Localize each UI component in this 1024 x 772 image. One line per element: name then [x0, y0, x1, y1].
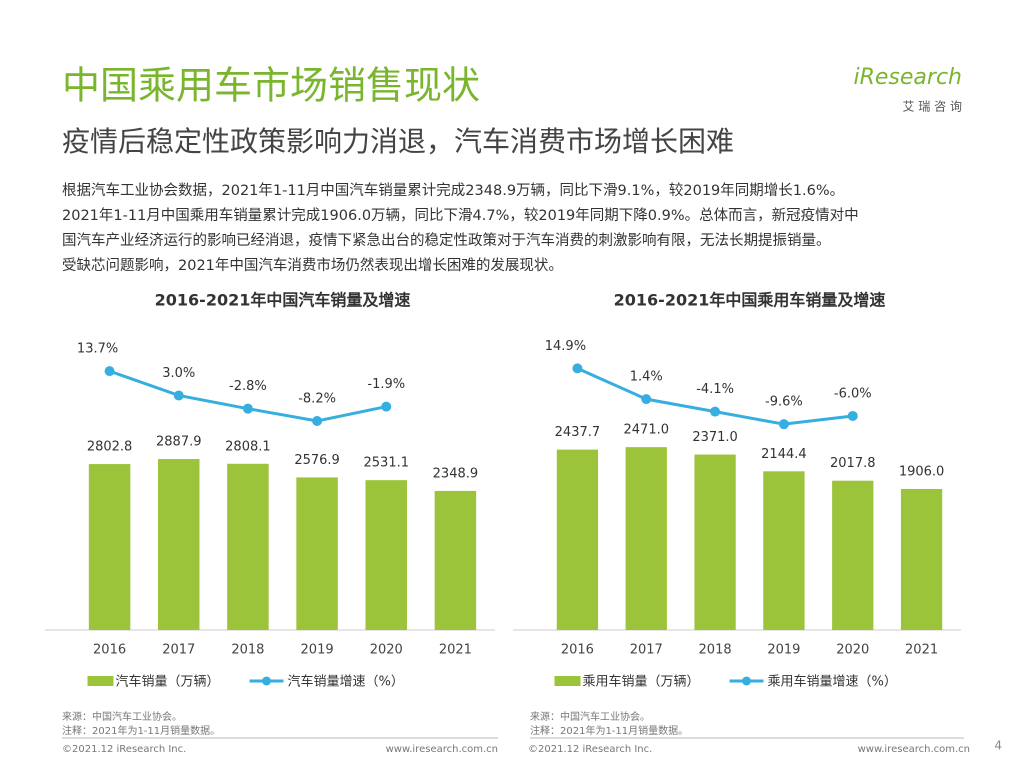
- line-value-label: 1.4%: [630, 370, 663, 385]
- source-note: 注释：2021年为1-11月销量数据。: [530, 724, 688, 737]
- line-point: [104, 366, 115, 377]
- bar-value-label: 2144.4: [761, 447, 807, 462]
- legend-label: 汽车销量增速（%）: [288, 674, 404, 690]
- slide-subtitle: 疫情后稳定性政策影响力消退，汽车消费市场增长困难: [62, 125, 734, 158]
- line-value-label: 14.9%: [545, 339, 586, 354]
- bar-value-label: 2808.1: [225, 439, 271, 454]
- line-value-label: -1.9%: [367, 377, 405, 392]
- x-tick-label: 2017: [162, 643, 195, 658]
- chart-title: 2016-2021年中国乘用车销量及增速: [614, 291, 886, 310]
- url: www.iresearch.com.cn: [858, 744, 970, 755]
- x-tick-label: 2021: [905, 643, 938, 658]
- line-point: [847, 410, 858, 421]
- line-point: [173, 390, 184, 401]
- line-value-label: -9.6%: [765, 395, 803, 410]
- bar-value-label: 2371.0: [692, 430, 738, 445]
- bar: [88, 464, 131, 630]
- legend-label: 汽车销量（万辆）: [116, 674, 220, 690]
- bar: [158, 459, 200, 630]
- source-note: 来源：中国汽车工业协会。: [62, 710, 182, 723]
- x-tick-label: 2017: [630, 643, 663, 658]
- body-line: 国汽车产业经济运行的影响已经消退，疫情下紧急出台的稳定性政策对于汽车消费的刺激影…: [62, 232, 831, 249]
- bar-value-label: 1906.0: [899, 464, 945, 479]
- line-value-label: -6.0%: [834, 386, 872, 401]
- legend-label: 乘用车销量（万辆）: [583, 674, 700, 690]
- line-point: [242, 403, 253, 414]
- bar: [556, 449, 599, 630]
- line-point: [572, 363, 583, 374]
- line-point: [710, 406, 721, 417]
- line-point: [312, 415, 323, 426]
- x-tick-label: 2019: [301, 643, 334, 658]
- body-line: 受缺芯问题影响，2021年中国汽车消费市场仍然表现出增长困难的发展现状。: [62, 257, 563, 274]
- bar: [763, 471, 805, 630]
- line-point: [778, 419, 789, 430]
- bar-value-label: 2802.8: [87, 440, 133, 455]
- bar: [832, 480, 874, 630]
- copyright: ©2021.12 iResearch Inc.: [528, 744, 652, 755]
- bar-value-label: 2017.8: [830, 456, 876, 471]
- source-note: 来源：中国汽车工业协会。: [530, 710, 650, 723]
- slide-title: 中国乘用车市场销售现状: [62, 64, 480, 108]
- page-number: 4: [994, 739, 1002, 753]
- line-value-label: -4.1%: [696, 382, 734, 397]
- x-tick-label: 2020: [370, 643, 403, 658]
- source-note: 注释：2021年为1-11月销量数据。: [62, 724, 220, 737]
- line-value-label: 13.7%: [77, 342, 118, 357]
- line-value-label: 3.0%: [162, 366, 195, 381]
- legend-dot: [742, 676, 752, 686]
- line-point: [641, 394, 652, 405]
- legend-swatch: [554, 676, 581, 686]
- line-value-label: -8.2%: [298, 391, 336, 406]
- bar-value-label: 2576.9: [294, 453, 340, 468]
- bar-value-label: 2348.9: [433, 466, 479, 481]
- x-tick-label: 2021: [439, 643, 472, 658]
- logo: iResearch: [854, 65, 963, 90]
- legend-label: 乘用车销量增速（%）: [768, 674, 897, 690]
- logo-cn: 艾 瑞 咨 询: [903, 99, 962, 114]
- x-tick-label: 2016: [561, 643, 594, 658]
- bar: [694, 454, 736, 630]
- legend-dot: [262, 676, 272, 686]
- body-line: 根据汽车工业协会数据，2021年1-11月中国汽车销量累计完成2348.9万辆，…: [62, 181, 844, 199]
- line-value-label: -2.8%: [229, 379, 267, 394]
- chart-title: 2016-2021年中国汽车销量及增速: [155, 291, 411, 310]
- bar-value-label: 2471.0: [624, 423, 670, 438]
- bar: [900, 488, 943, 630]
- x-tick-label: 2016: [93, 643, 126, 658]
- copyright: ©2021.12 iResearch Inc.: [62, 744, 186, 755]
- url: www.iresearch.com.cn: [386, 744, 498, 755]
- x-tick-label: 2019: [767, 643, 800, 658]
- bar-value-label: 2887.9: [156, 435, 202, 450]
- bar: [365, 480, 407, 630]
- bar: [296, 477, 338, 630]
- x-tick-label: 2018: [699, 643, 732, 658]
- bar: [434, 490, 477, 630]
- bar-value-label: 2437.7: [555, 425, 601, 440]
- line-point: [381, 401, 392, 412]
- x-tick-label: 2020: [836, 643, 869, 658]
- bar-value-label: 2531.1: [364, 456, 410, 471]
- bar: [625, 447, 667, 630]
- x-tick-label: 2018: [231, 643, 264, 658]
- body-line: 2021年1-11月中国乘用车销量累计完成1906.0万辆，同比下滑4.7%，较…: [62, 206, 859, 224]
- bar: [227, 463, 269, 630]
- legend-swatch: [87, 676, 114, 686]
